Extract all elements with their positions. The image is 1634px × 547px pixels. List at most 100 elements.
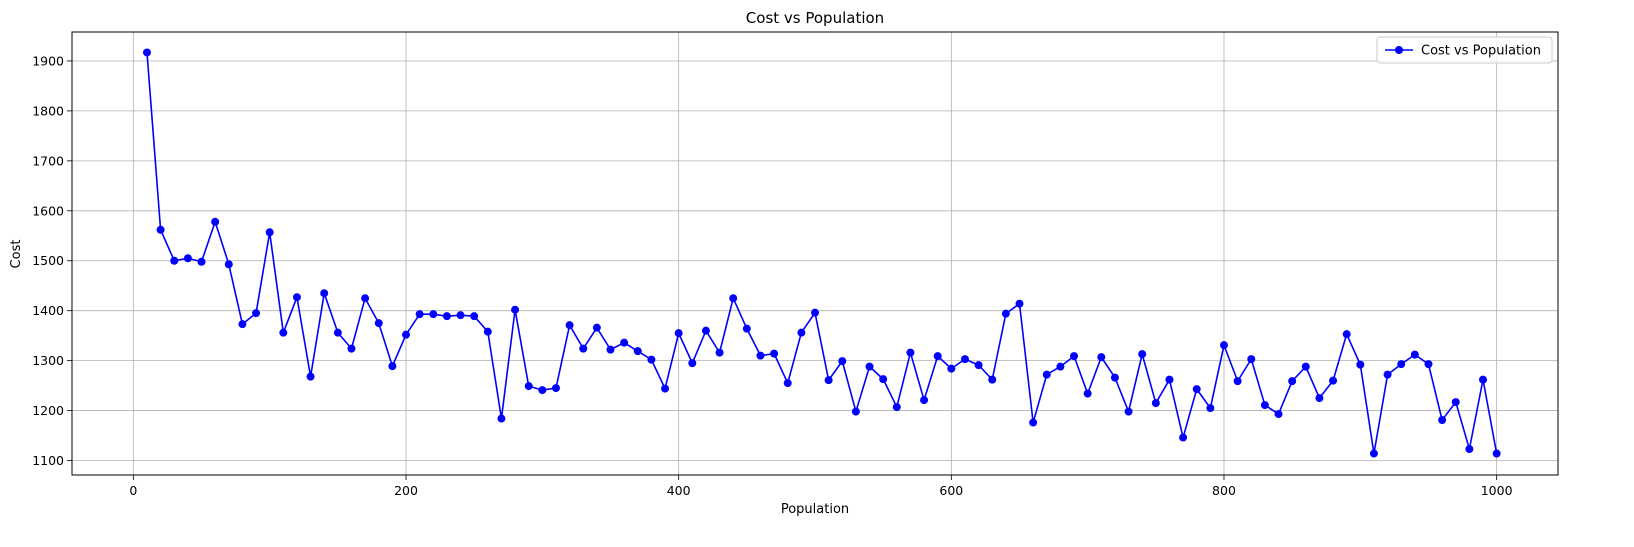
data-point bbox=[1165, 375, 1174, 384]
data-point bbox=[1438, 416, 1447, 425]
series-group bbox=[142, 48, 1501, 458]
data-point bbox=[851, 407, 860, 416]
data-point bbox=[1465, 445, 1474, 454]
data-point bbox=[415, 310, 424, 319]
data-point bbox=[238, 320, 247, 329]
data-point bbox=[156, 225, 165, 234]
data-point bbox=[224, 260, 233, 269]
data-point bbox=[1342, 330, 1351, 339]
data-point bbox=[947, 364, 956, 373]
data-point bbox=[429, 310, 438, 319]
data-point bbox=[142, 48, 151, 57]
data-point bbox=[742, 324, 751, 333]
data-point bbox=[1233, 377, 1242, 386]
x-axis-label: Population bbox=[781, 502, 849, 517]
data-point bbox=[1029, 418, 1038, 427]
data-point bbox=[456, 311, 465, 320]
x-tick-label: 400 bbox=[667, 483, 691, 498]
data-point bbox=[1479, 375, 1488, 384]
data-point bbox=[838, 357, 847, 366]
x-axis-ticks: 0 200 400 600 800 1000 bbox=[129, 475, 1513, 498]
y-tick-label: 1200 bbox=[32, 403, 64, 418]
data-point bbox=[1247, 355, 1256, 364]
data-point bbox=[1110, 373, 1119, 382]
data-point bbox=[292, 293, 301, 302]
data-point bbox=[1356, 360, 1365, 369]
data-point bbox=[1001, 309, 1010, 318]
data-point bbox=[715, 348, 724, 357]
data-point bbox=[579, 344, 588, 353]
data-point bbox=[974, 361, 983, 370]
data-point bbox=[320, 289, 329, 298]
x-tick-label: 800 bbox=[1212, 483, 1236, 498]
y-tick-label: 1700 bbox=[32, 153, 64, 168]
data-point bbox=[783, 379, 792, 388]
data-point bbox=[551, 384, 560, 393]
data-point bbox=[1274, 410, 1283, 419]
data-point bbox=[1124, 407, 1133, 416]
data-point bbox=[511, 305, 520, 314]
data-point bbox=[1260, 401, 1269, 410]
data-point bbox=[633, 347, 642, 356]
data-point bbox=[688, 359, 697, 368]
data-point bbox=[1410, 350, 1419, 359]
data-point bbox=[1206, 404, 1215, 413]
data-point bbox=[756, 351, 765, 360]
data-point bbox=[265, 228, 274, 237]
legend-label: Cost vs Population bbox=[1421, 44, 1541, 59]
x-tick-label: 0 bbox=[129, 483, 137, 498]
data-point bbox=[811, 308, 819, 317]
data-point bbox=[483, 327, 492, 336]
data-point bbox=[211, 217, 220, 226]
data-point bbox=[252, 309, 261, 318]
y-axis-label: Cost bbox=[9, 240, 24, 269]
x-tick-label: 600 bbox=[939, 483, 963, 498]
data-point bbox=[892, 403, 901, 412]
data-point bbox=[497, 414, 506, 423]
data-point bbox=[1070, 352, 1079, 361]
data-point bbox=[183, 254, 192, 263]
y-tick-label: 1100 bbox=[32, 453, 64, 468]
data-point bbox=[661, 384, 670, 393]
data-point bbox=[333, 328, 342, 337]
data-point bbox=[1315, 394, 1324, 403]
legend: Cost vs Population bbox=[1376, 36, 1553, 64]
data-point bbox=[1369, 449, 1378, 458]
data-point bbox=[1042, 370, 1051, 379]
data-point bbox=[279, 328, 288, 337]
data-point bbox=[1383, 370, 1392, 379]
y-tick-label: 1400 bbox=[32, 303, 64, 318]
data-point bbox=[620, 338, 629, 347]
data-point bbox=[1083, 389, 1092, 398]
data-point bbox=[1192, 385, 1201, 394]
data-point bbox=[1151, 399, 1160, 408]
data-point bbox=[170, 256, 179, 265]
y-axis-ticks: 1100 1200 1300 1400 1500 1600 1700 1800 1900 bbox=[32, 53, 72, 468]
data-point bbox=[1451, 398, 1460, 407]
data-point bbox=[1097, 353, 1106, 362]
data-point bbox=[524, 382, 533, 391]
data-point bbox=[1329, 376, 1338, 385]
data-point bbox=[933, 352, 942, 361]
chart-title: Cost vs Population bbox=[746, 9, 884, 27]
data-point bbox=[402, 330, 411, 339]
data-point bbox=[565, 321, 574, 330]
data-point bbox=[797, 328, 806, 337]
data-point bbox=[1301, 362, 1310, 371]
data-point bbox=[538, 386, 547, 395]
data-point bbox=[1288, 377, 1297, 386]
data-point bbox=[470, 312, 479, 321]
data-point bbox=[920, 396, 929, 405]
data-point bbox=[906, 348, 915, 357]
x-tick-label: 1000 bbox=[1481, 483, 1513, 498]
data-point bbox=[1179, 433, 1188, 442]
y-tick-label: 1800 bbox=[32, 103, 64, 118]
data-point bbox=[824, 376, 833, 385]
data-point bbox=[374, 319, 383, 328]
data-point bbox=[1219, 341, 1228, 350]
y-tick-label: 1500 bbox=[32, 253, 64, 268]
legend-box bbox=[1376, 36, 1553, 64]
data-point bbox=[1397, 360, 1406, 369]
data-point bbox=[770, 349, 779, 358]
